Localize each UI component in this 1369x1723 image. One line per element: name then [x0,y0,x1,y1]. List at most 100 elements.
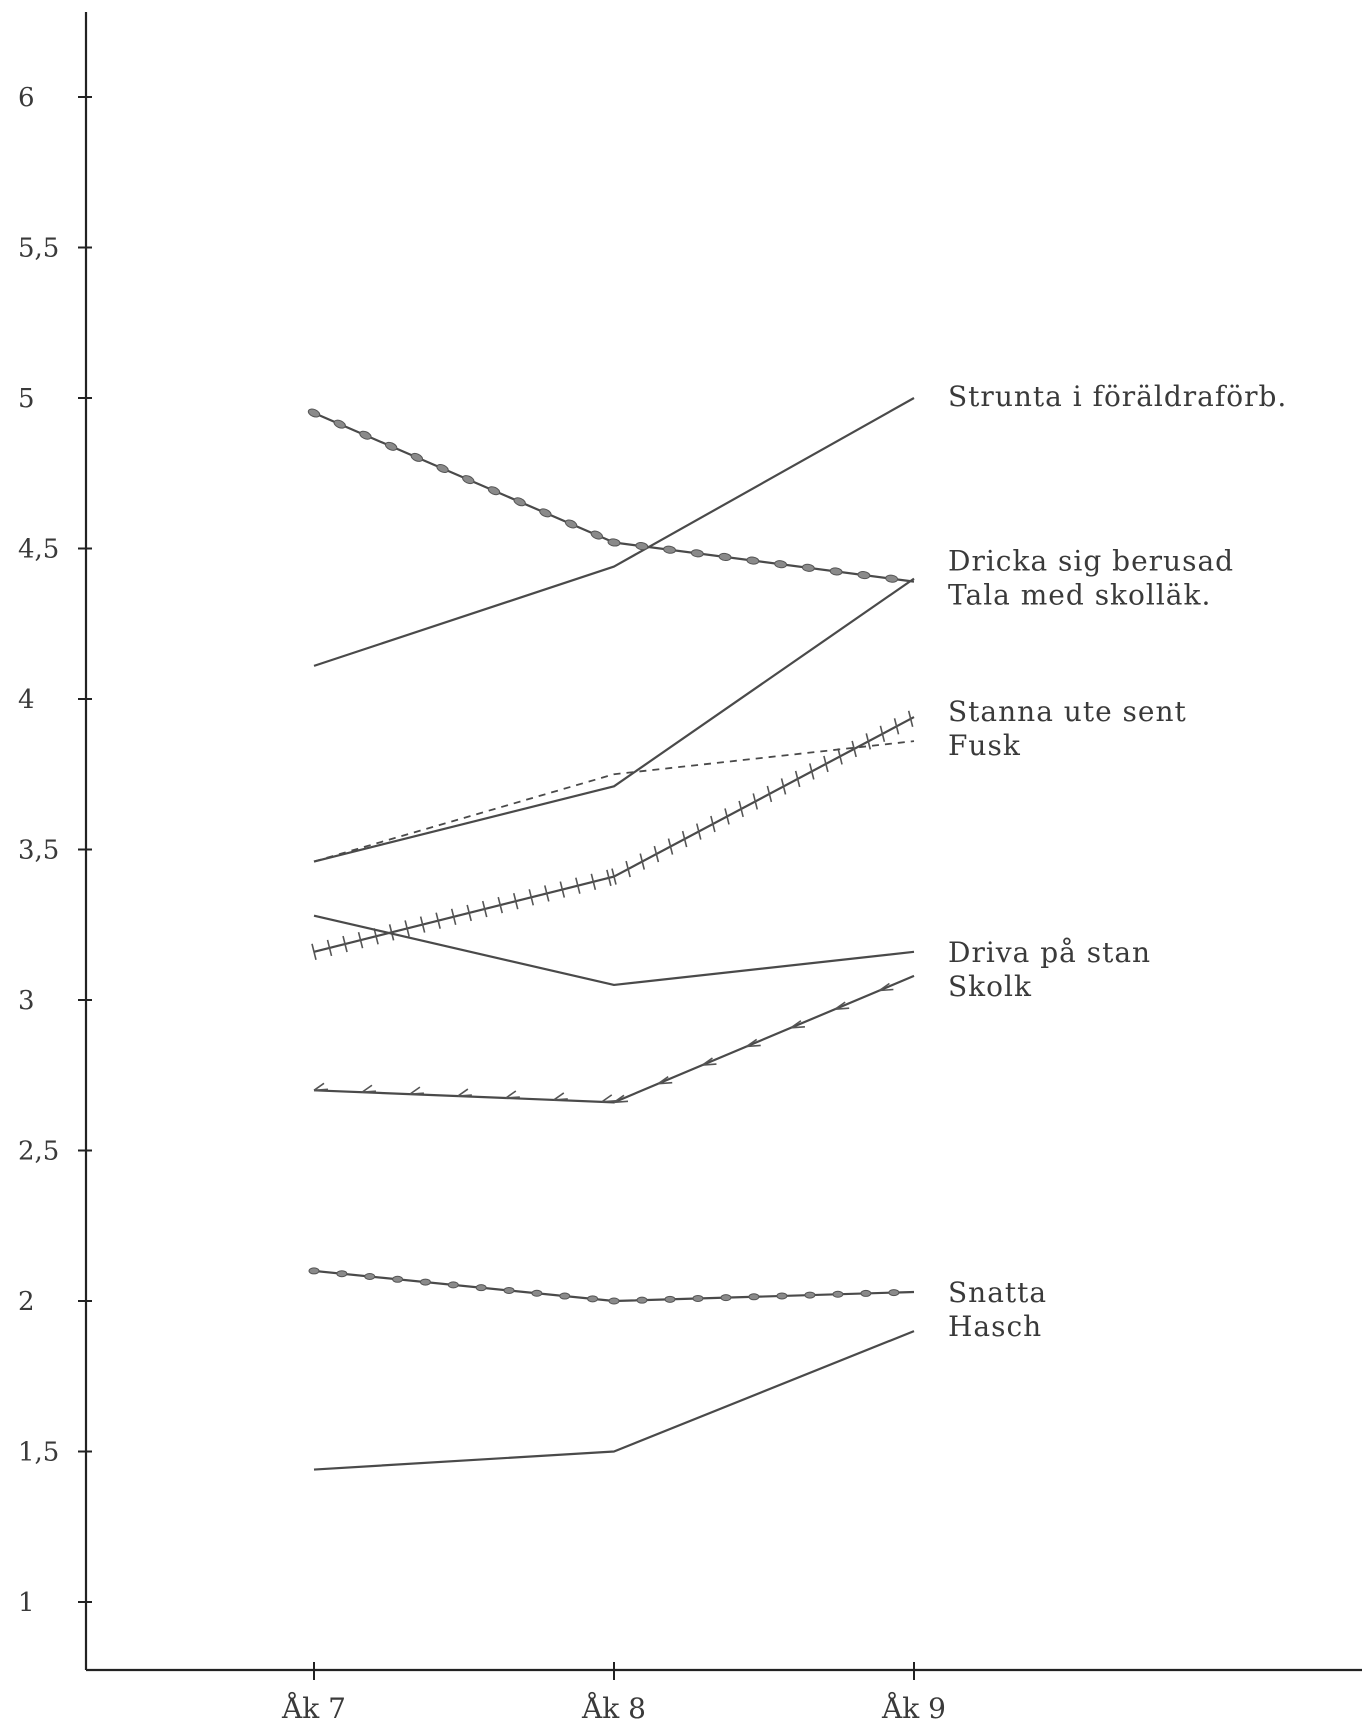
cross-marker [481,900,488,918]
cross-marker [681,830,688,848]
arrow-marker [601,1094,616,1103]
circle-marker [857,571,871,580]
series-line [313,974,915,1104]
cross-marker [311,943,317,961]
dot-marker [804,1291,816,1299]
cross-marker [435,912,441,929]
y-tick-label: 3 [18,986,35,1016]
circle-marker [539,508,552,518]
dot-marker [419,1278,431,1286]
y-tick-label: 4,5 [18,535,59,565]
series-name-label: Snatta [948,1276,1047,1309]
dot-marker [475,1284,487,1292]
cross-marker [808,763,815,780]
circle-marker [564,519,578,529]
circle-marker [663,545,676,554]
cross-marker [388,924,395,941]
circle-marker [590,530,603,540]
cross-marker [766,785,773,803]
circle-marker [801,563,815,572]
cross-marker [639,853,646,870]
series-line [313,914,915,987]
cross-marker [625,860,631,878]
arrow-marker [313,1082,329,1092]
dot-marker [559,1292,571,1300]
series-name-label: Driva på stan [948,936,1151,969]
dot-marker [587,1295,599,1303]
circle-marker [746,556,760,565]
circle-marker [384,441,398,451]
y-tick-label: 1 [18,1588,35,1618]
cross-marker [342,935,348,953]
arrow-marker [657,1076,673,1085]
y-tick-label: 3,5 [18,836,59,866]
dot-marker [608,1297,620,1305]
series-name-label: Fusk [948,729,1021,762]
circle-marker [307,408,321,418]
cross-marker [907,710,914,728]
dot-marker [692,1294,704,1302]
y-tick-label: 2 [18,1287,35,1317]
circle-marker [690,549,704,558]
dot-marker [748,1293,760,1301]
circle-marker [607,538,621,547]
cross-marker [611,868,617,885]
cross-marker [738,800,744,818]
arrow-marker [457,1088,472,1097]
dot-marker [447,1281,459,1289]
x-category-label: Åk 9 [881,1692,946,1723]
cross-marker [512,893,519,910]
arrow-marker [702,1057,717,1066]
dot-marker [531,1289,543,1297]
arrow-marker [361,1084,377,1094]
cross-marker [528,889,535,906]
circle-marker [718,552,732,562]
y-tick-label: 4 [18,685,35,715]
dot-marker [308,1267,320,1275]
dot-marker [336,1270,348,1278]
cross-marker [823,755,829,773]
cross-marker [851,740,857,758]
cross-marker [357,931,364,949]
series-line [313,1330,915,1471]
arrow-marker [553,1092,568,1101]
cross-marker [865,733,872,750]
series-line [313,1269,915,1303]
dot-marker [364,1272,376,1280]
series-name-label: Skolk [948,970,1032,1003]
circle-marker [635,542,649,551]
circle-marker [885,574,899,583]
y-tick-label: 5,5 [18,234,59,264]
series-name-label: Hasch [948,1310,1042,1343]
circle-marker [513,497,526,507]
arrow-marker [505,1090,520,1099]
cross-marker [752,793,759,810]
series-name-label: Dricka sig berusad [948,545,1234,578]
dot-marker [776,1292,788,1300]
cross-marker [326,939,333,957]
cross-marker [879,725,886,743]
cross-marker [450,908,457,925]
y-tick-label: 2,5 [18,1137,59,1167]
arrow-marker [834,1001,850,1010]
y-tick-label: 6 [18,83,35,113]
circle-marker [410,452,424,462]
cross-marker [724,808,730,825]
arrow-marker [409,1086,424,1095]
circle-marker [436,464,449,474]
dot-marker [392,1275,404,1283]
cross-marker [419,916,426,933]
series-line [313,740,915,863]
y-tick-label: 5 [18,384,35,414]
dot-marker [503,1286,515,1294]
arrow-marker [746,1038,761,1048]
arrow-marker [613,1094,629,1104]
cross-marker [466,904,472,922]
cross-marker [606,869,612,887]
dot-marker [720,1294,732,1302]
dot-marker [664,1295,676,1303]
circle-marker [487,486,501,496]
arrow-marker [878,982,894,992]
